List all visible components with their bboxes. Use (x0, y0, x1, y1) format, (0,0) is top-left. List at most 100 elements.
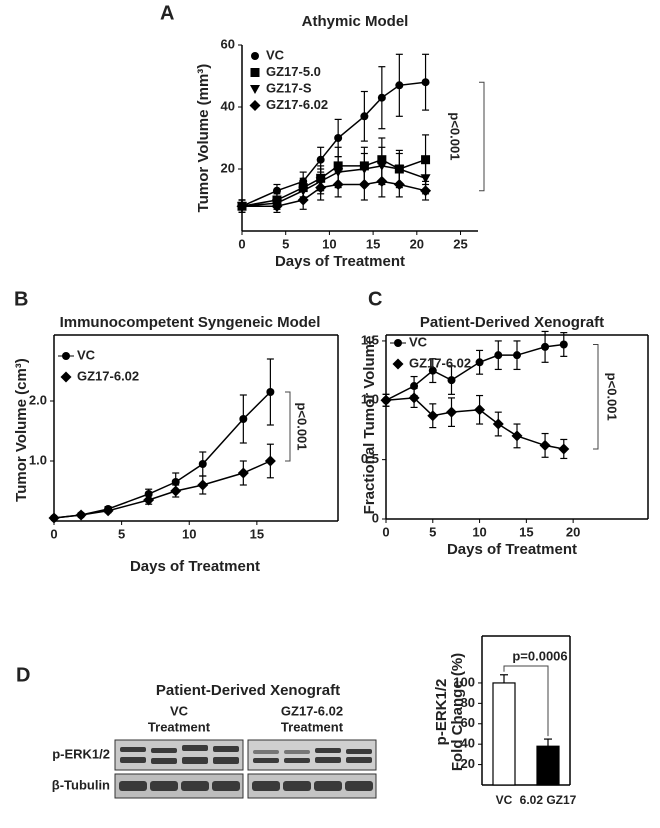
marker (251, 52, 259, 60)
x-axis-label: Days of Treatment (130, 558, 260, 575)
x-tick-label: 0 (238, 236, 245, 251)
marker (143, 494, 155, 506)
y-tick-label: 60 (461, 715, 475, 730)
x-tick-label: 20 (410, 236, 424, 251)
marker (239, 415, 248, 423)
y-tick-label: 2.0 (29, 392, 47, 407)
marker (475, 358, 484, 367)
marker (447, 376, 456, 385)
x-axis-label: Days of Treatment (447, 541, 577, 558)
x-tick-label: 20 (566, 524, 580, 539)
x-tick-label: 6.02 GZ17 (520, 793, 577, 807)
marker (271, 200, 283, 212)
x-tick-label: 10 (182, 526, 196, 541)
y-tick-label: 20 (461, 756, 475, 771)
y-tick-label: 40 (221, 98, 235, 113)
marker (102, 505, 114, 517)
panel-label: C (368, 288, 382, 310)
marker (360, 112, 369, 121)
group-label: VC (170, 703, 189, 718)
x-tick-label: 5 (429, 524, 436, 539)
y-axis-label: Fold Change (%) (449, 653, 466, 771)
panel-label: A (160, 2, 174, 24)
marker (420, 185, 432, 197)
marker (492, 418, 504, 430)
marker (236, 200, 248, 212)
marker (427, 410, 439, 422)
marker (250, 85, 260, 94)
marker (394, 165, 405, 174)
row-label: p-ERK1/2 (52, 746, 110, 761)
marker (334, 134, 343, 142)
marker (250, 68, 260, 77)
x-tick-label: 10 (472, 524, 486, 539)
x-tick-label: 15 (366, 236, 380, 251)
marker (539, 439, 551, 451)
group-label: GZ17-6.02 (281, 703, 343, 718)
chart-title: Patient-Derived Xenograft (420, 314, 604, 331)
marker (249, 100, 261, 111)
marker (380, 394, 392, 406)
marker (421, 155, 431, 165)
legend-label: GZ17-S (266, 80, 312, 95)
x-tick-label: 25 (453, 236, 467, 251)
annotation: p<0.001 (448, 112, 463, 160)
marker (48, 512, 60, 524)
x-tick-label: 5 (118, 526, 125, 541)
series-line (53, 391, 271, 519)
y-tick-label: 20 (221, 160, 235, 175)
bar (492, 682, 516, 786)
legend-label: VC (266, 47, 285, 62)
x-tick-label: 0 (50, 526, 57, 541)
group-label: Treatment (281, 719, 344, 734)
x-tick-label: 0 (382, 524, 389, 539)
x-tick-label: 15 (250, 526, 264, 541)
bar (536, 745, 560, 786)
marker (376, 175, 388, 187)
marker (75, 509, 87, 521)
marker (272, 186, 281, 195)
blot: D Patient-Derived Xenograft VC Treatment… (16, 664, 377, 799)
marker (198, 460, 207, 468)
marker (558, 443, 570, 455)
annotation: p<0.001 (295, 402, 310, 450)
y-tick-label: 0.5 (361, 451, 379, 466)
blot-frame (247, 739, 377, 771)
legend-label: GZ17-6.02 (77, 368, 139, 383)
panel-label: B (14, 288, 28, 310)
marker (494, 351, 503, 360)
marker (420, 174, 431, 184)
marker (392, 358, 404, 370)
marker (377, 93, 386, 102)
bracket (285, 391, 291, 462)
marker (170, 485, 182, 497)
y-tick-label: 1.5 (361, 332, 379, 347)
marker (316, 155, 325, 164)
marker (395, 81, 404, 90)
panel-label: D (16, 664, 30, 686)
marker (266, 388, 275, 396)
bracket (593, 343, 599, 450)
y-tick-label: 80 (461, 695, 475, 710)
x-tick-label: 15 (519, 524, 533, 539)
marker (541, 342, 550, 351)
legend-label: GZ17-6.02 (266, 97, 328, 112)
marker (264, 455, 276, 467)
annotation: p<0.001 (605, 373, 620, 421)
y-tick-label: 40 (461, 736, 475, 751)
marker (428, 366, 437, 375)
blot-bands (119, 745, 373, 791)
bracket (503, 665, 549, 737)
y-axis-label: Tumor Volume (mm³) (195, 64, 212, 213)
marker (315, 182, 327, 194)
marker (421, 78, 430, 87)
marker (297, 194, 309, 206)
legend-label: GZ17-6.02 (409, 355, 471, 370)
marker (171, 478, 180, 486)
marker (446, 406, 457, 418)
y-tick-label: 60 (221, 36, 235, 51)
marker (197, 479, 209, 491)
y-axis-label: p-ERK1/2 (433, 679, 450, 746)
series-line (385, 343, 564, 401)
